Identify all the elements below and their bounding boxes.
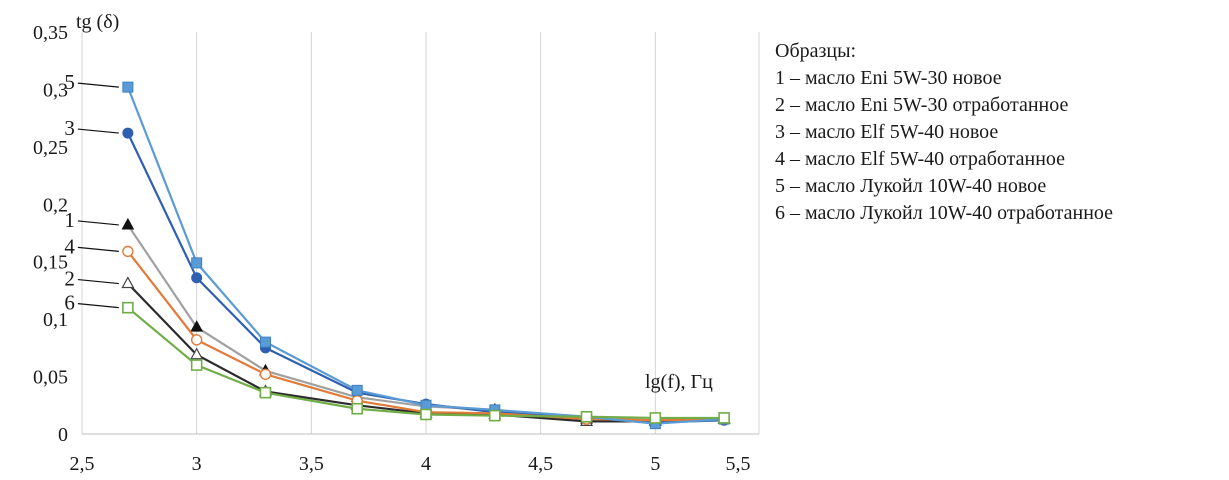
- y-tick-label: 0,3: [43, 79, 68, 101]
- series-6-point: [488, 409, 501, 422]
- series-4-number: 4: [64, 234, 75, 258]
- legend-item-2: 2 – масло Eni 5W-30 отработанное: [775, 94, 1069, 116]
- series-4-arrow: [77, 246, 119, 252]
- series-6-point: [420, 408, 432, 421]
- series-5-point: [191, 257, 203, 269]
- series-6-point: [351, 402, 364, 415]
- series-5-point: [122, 81, 134, 93]
- x-axis-title: lg(f), Гц: [645, 371, 713, 393]
- series-2-point: [121, 276, 135, 289]
- legend-item-3: 3 – масло Elf 5W-40 новое: [775, 121, 999, 143]
- x-tick-label: 5: [650, 453, 660, 475]
- series-6-number: 6: [64, 291, 75, 315]
- series-4-point: [190, 334, 203, 346]
- series-6-point: [580, 410, 593, 423]
- series-5-point: [259, 336, 271, 348]
- series-3-point: [191, 272, 203, 284]
- y-axis-title: tg (δ): [76, 11, 119, 33]
- chart: 2,5 3 3,5 4 4,5 5 5,5 0 0,05 0,1 0,15 0,2 0,25 0,3 0,3…: [33, 11, 760, 475]
- series-1-point: [190, 320, 204, 332]
- series-1-number: 1: [64, 208, 75, 232]
- x-tick-label: 4,5: [528, 453, 553, 475]
- series-4-point: [259, 368, 272, 380]
- series-5-number: 5: [64, 70, 75, 94]
- series-2-point: [190, 347, 204, 360]
- series-labels: 1 2 3 4 5 6: [64, 70, 119, 315]
- series-layer: [121, 81, 731, 430]
- series-3-point: [122, 127, 134, 139]
- y-tick-label: 0,2: [43, 194, 68, 216]
- series-4-point: [122, 245, 134, 258]
- legend-item-6: 6 – масло Лукойл 10W-40 отработанное: [775, 202, 1114, 224]
- grid: [81, 32, 760, 434]
- axes: 2,5 3 3,5 4 4,5 5 5,5 0 0,05 0,1 0,15 0,2 0,25 0,3 0,3…: [33, 22, 759, 475]
- y-tick-label: 0,25: [33, 137, 68, 159]
- series-1-arrow: [77, 220, 119, 226]
- legend-item-4: 4 – масло Elf 5W-40 отработанное: [775, 148, 1066, 170]
- series-3-number: 3: [64, 116, 75, 140]
- series-6-arrow: [77, 303, 119, 309]
- series-5-point: [351, 384, 363, 396]
- series-1-point: [121, 217, 135, 230]
- series-5-arrow: [77, 82, 119, 88]
- series-6-point: [122, 301, 134, 314]
- series-6-point: [259, 386, 272, 399]
- series-3-arrow: [77, 128, 119, 134]
- x-tick-label: 4: [421, 453, 431, 475]
- legend: Образцы: 1 – масло Eni 5W-30 новое 2 – м…: [775, 38, 1113, 227]
- x-tick-label: 5,5: [726, 453, 751, 475]
- y-tick-label: 0: [58, 424, 68, 446]
- y-tick-label: 0,15: [33, 252, 68, 274]
- legend-item-5: 5 – масло Лукойл 10W-40 новое: [775, 175, 1047, 197]
- series-6-point: [718, 412, 730, 424]
- series-2-arrow: [77, 278, 119, 285]
- series-2-number: 2: [64, 267, 75, 291]
- y-tick-label: 0,1: [43, 309, 68, 331]
- series-6-point: [190, 359, 203, 371]
- legend-title: Образцы:: [775, 40, 857, 62]
- x-tick-label: 2,5: [70, 453, 95, 475]
- y-tick-label: 0,35: [33, 22, 68, 44]
- legend-item-1: 1 – масло Eni 5W-30 новое: [775, 67, 1002, 89]
- series-6-point: [649, 412, 662, 424]
- y-tick-label: 0,05: [33, 367, 68, 389]
- x-tick-label: 3,5: [299, 453, 324, 475]
- x-tick-label: 3: [192, 453, 202, 475]
